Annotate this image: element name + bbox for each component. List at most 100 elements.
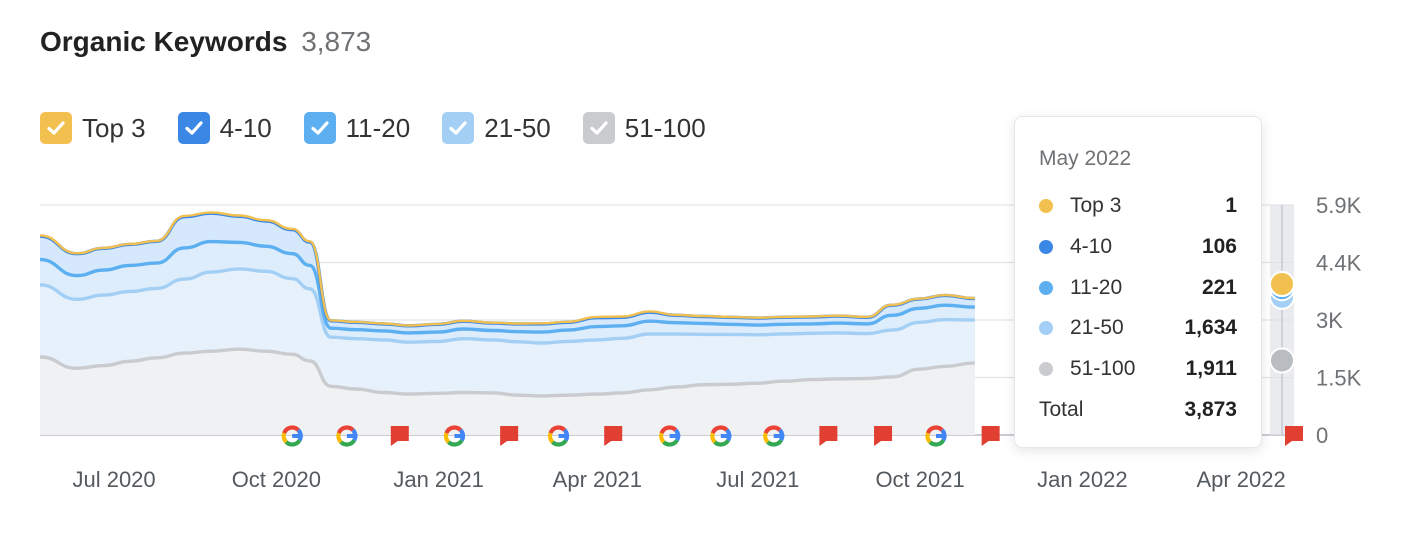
- flag-shape: [604, 426, 623, 446]
- google-update-icon[interactable]: [710, 425, 732, 447]
- note-flag-icon[interactable]: [604, 426, 623, 446]
- tooltip-value: 1,911: [1185, 357, 1237, 380]
- google-update-icon[interactable]: [763, 425, 785, 447]
- tooltip-value: 1: [1225, 194, 1237, 217]
- event-markers[interactable]: [281, 425, 1303, 447]
- hover-tooltip: May 2022 Top 3 1 4-10 106 11-20 221 21-5…: [1014, 116, 1262, 448]
- flag-shape: [819, 426, 838, 446]
- flag-shape: [500, 426, 519, 446]
- legend-item-51-100[interactable]: 51-100: [582, 112, 706, 144]
- note-flag-icon[interactable]: [819, 426, 838, 446]
- flag-shape: [390, 426, 409, 446]
- google-update-icon[interactable]: [547, 425, 570, 447]
- tooltip-label: 21-50: [1070, 316, 1124, 339]
- google-arc: [336, 432, 343, 444]
- x-tick-label: Jan 2021: [393, 467, 484, 492]
- legend-item-top-3[interactable]: Top 3: [40, 112, 146, 144]
- google-update-icon[interactable]: [336, 425, 358, 447]
- google-arc: [282, 425, 300, 435]
- series-dot-icon: [1039, 281, 1053, 295]
- google-arc: [284, 438, 302, 447]
- google-arc: [547, 432, 555, 444]
- x-tick-label: Oct 2021: [875, 467, 964, 492]
- hover-cursor: [1269, 205, 1295, 435]
- series-dot-icon: [1039, 240, 1053, 254]
- google-arc: [443, 432, 451, 444]
- x-tick-label: Apr 2021: [553, 467, 642, 492]
- google-arc: [659, 432, 666, 444]
- legend-label: 51-100: [624, 112, 706, 143]
- y-tick-label: 0: [1316, 423, 1328, 448]
- google-update-icon[interactable]: [925, 425, 947, 447]
- x-axis-ticks: Jul 2020 Oct 2020 Jan 2021 Apr 2021 Jul 2021…: [72, 467, 1285, 492]
- flag-shape: [1285, 426, 1303, 446]
- note-flag-icon[interactable]: [500, 426, 519, 446]
- y-axis-ticks: 0 1.5K 3K 4.4K 5.9K: [1316, 193, 1362, 448]
- tooltip-value: 1,634: [1184, 316, 1237, 339]
- note-flag-icon[interactable]: [874, 426, 893, 446]
- x-tick-label: Jul 2020: [72, 467, 155, 492]
- tooltip-label: 11-20: [1070, 276, 1123, 299]
- series-line-21-50: [39, 267, 975, 345]
- tooltip-row-51-100: 51-100 1,911: [1039, 354, 1237, 384]
- google-arc: [281, 432, 288, 444]
- series-line-top-3: [39, 211, 975, 327]
- tooltip-label: 51-100: [1070, 357, 1136, 380]
- series-dot-icon: [1039, 362, 1053, 376]
- x-tick-label: Apr 2022: [1196, 467, 1285, 492]
- y-tick-label: 4.4K: [1316, 251, 1362, 276]
- note-flag-icon[interactable]: [1285, 426, 1303, 446]
- google-arc: [713, 438, 730, 447]
- tooltip-row-total: Total 3,873: [1039, 395, 1237, 425]
- checkbox-icon[interactable]: [582, 112, 615, 144]
- google-arc: [339, 438, 357, 447]
- google-arc: [446, 438, 464, 447]
- google-arc: [925, 432, 932, 444]
- legend-item-21-50[interactable]: 21-50: [442, 112, 551, 144]
- google-arc: [444, 425, 462, 435]
- checkbox-icon[interactable]: [442, 112, 475, 144]
- google-arc: [548, 425, 567, 435]
- tooltip-total-value: 3,873: [1184, 398, 1237, 421]
- tooltip-row-4-10: 4-10 106: [1039, 232, 1237, 262]
- legend-label: 21-50: [484, 112, 551, 143]
- chart-header: Organic Keywords 3,873: [40, 26, 371, 58]
- legend-item-4-10[interactable]: 4-10: [177, 112, 272, 144]
- x-tick-label: Oct 2020: [232, 467, 321, 492]
- y-tick-label: 1.5K: [1316, 366, 1362, 391]
- y-tick-label: 3K: [1316, 308, 1343, 333]
- google-arc: [766, 438, 783, 447]
- series-dot-icon: [1039, 321, 1053, 335]
- note-flag-icon[interactable]: [390, 426, 409, 446]
- google-update-icon[interactable]: [659, 425, 681, 447]
- google-update-icon[interactable]: [443, 425, 466, 447]
- legend-label: 11-20: [345, 112, 411, 143]
- series-lines: [39, 211, 975, 398]
- tooltip-row-21-50: 21-50 1,634: [1039, 313, 1237, 343]
- series-dot-icon: [1039, 199, 1053, 213]
- legend: Top 3 4-10 11-20 21-50 51-100: [40, 112, 738, 144]
- keyword-count: 3,873: [301, 26, 372, 57]
- page-title: Organic Keywords: [40, 26, 288, 57]
- checkbox-icon[interactable]: [303, 112, 336, 144]
- series-line-51-100: [39, 347, 975, 398]
- tooltip-row-11-20: 11-20 221: [1039, 273, 1237, 303]
- area-fill-51-100: [40, 349, 975, 435]
- google-arc: [763, 432, 770, 444]
- tooltip-value: 106: [1201, 235, 1237, 258]
- tooltip-label: Top 3: [1070, 194, 1122, 217]
- tooltip-total-label: Total: [1039, 398, 1084, 421]
- hover-point: [1269, 347, 1295, 374]
- tooltip-label: 4-10: [1070, 235, 1113, 258]
- legend-item-11-20[interactable]: 11-20: [303, 112, 411, 144]
- google-update-icon[interactable]: [281, 425, 303, 447]
- x-tick-label: Jul 2021: [716, 467, 799, 492]
- google-arc: [662, 438, 679, 447]
- checkbox-icon[interactable]: [40, 112, 72, 144]
- series-line-11-20: [39, 239, 975, 335]
- checkbox-icon[interactable]: [177, 112, 210, 144]
- flag-shape: [981, 426, 1000, 446]
- hover-point: [1269, 271, 1295, 298]
- note-flag-icon[interactable]: [981, 426, 1000, 446]
